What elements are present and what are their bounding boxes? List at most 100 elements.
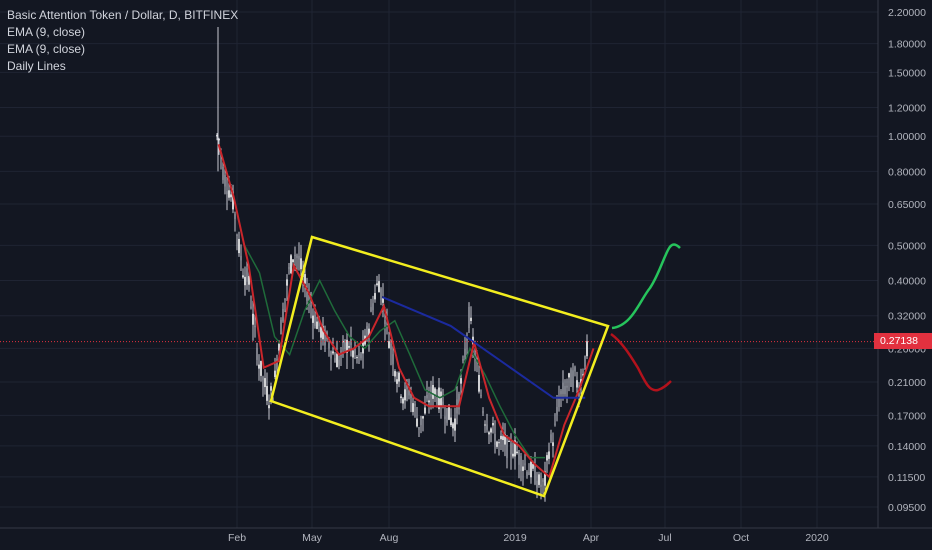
candle-body xyxy=(382,297,384,303)
candle-body xyxy=(334,358,336,363)
candle-body xyxy=(372,303,374,311)
candle-body xyxy=(432,385,434,399)
candle-body xyxy=(298,255,300,260)
candle-body xyxy=(260,360,262,376)
candle-body xyxy=(274,370,276,377)
candle-body xyxy=(586,341,588,357)
candle-body xyxy=(264,378,266,388)
candle-body xyxy=(554,423,556,425)
candle-body xyxy=(400,396,402,398)
candle-body xyxy=(402,398,404,404)
candle-body xyxy=(378,281,380,293)
candle-body xyxy=(384,320,386,324)
candle-body xyxy=(486,424,488,430)
candle-body xyxy=(366,326,368,338)
candle-body xyxy=(216,134,218,137)
ema-red-line xyxy=(217,144,595,479)
candle-body xyxy=(344,340,346,350)
y-tick-label: 0.65000 xyxy=(888,199,926,211)
chart-legend: Basic Attention Token / Dollar, D, BITFI… xyxy=(7,7,238,75)
x-tick-label: May xyxy=(302,532,323,544)
bullish-projection xyxy=(611,243,681,330)
candle-body xyxy=(572,370,574,388)
candle-body xyxy=(348,346,350,348)
candle-body xyxy=(458,393,460,410)
candle-body xyxy=(266,386,268,401)
candle-body xyxy=(270,386,272,391)
y-tick-label: 1.20000 xyxy=(888,102,926,114)
candle-body xyxy=(522,466,524,471)
candle-body xyxy=(246,268,248,282)
candle-body xyxy=(542,479,544,482)
candle-body xyxy=(550,434,552,441)
candle-body xyxy=(284,298,286,300)
candle-body xyxy=(230,194,232,198)
candle-body xyxy=(518,452,520,465)
candle-body xyxy=(308,294,310,301)
candle-body xyxy=(492,423,494,426)
candle-body xyxy=(300,258,302,270)
candle-body xyxy=(280,319,282,335)
candle-body xyxy=(218,138,220,141)
candle-body xyxy=(412,403,414,412)
candle-body xyxy=(304,274,306,284)
candle-body xyxy=(556,407,558,415)
x-tick-label: Jul xyxy=(658,532,671,544)
candle-body xyxy=(496,441,498,447)
y-tick-label: 0.11500 xyxy=(888,472,925,484)
candle-body xyxy=(544,471,546,486)
candle-body xyxy=(464,349,466,358)
candle-body xyxy=(444,416,446,420)
x-tick-label: 2020 xyxy=(805,532,829,544)
candle-body xyxy=(454,418,456,431)
candle-body xyxy=(478,375,480,392)
candle-body xyxy=(312,315,314,323)
candle-body xyxy=(452,423,454,429)
candle-body xyxy=(584,355,586,367)
candle-body xyxy=(244,276,246,286)
legend-daily-lines: Daily Lines xyxy=(7,59,66,73)
candle-body xyxy=(562,382,564,394)
candle-body xyxy=(426,394,428,399)
candle-body xyxy=(448,404,450,420)
candle-body xyxy=(256,347,258,360)
candle-body xyxy=(290,255,292,274)
candle-body xyxy=(224,175,226,187)
candle-body xyxy=(410,393,412,398)
candle-body xyxy=(462,359,464,361)
candle-body xyxy=(434,388,436,395)
candle-body xyxy=(252,313,254,325)
candle-body xyxy=(534,464,536,485)
candle-body xyxy=(398,372,400,382)
candle-body xyxy=(582,374,584,376)
candle-body xyxy=(502,436,504,441)
candle-body xyxy=(406,384,408,390)
y-tick-label: 1.80000 xyxy=(888,39,926,51)
candle-body xyxy=(530,461,532,478)
candle-body xyxy=(336,353,338,368)
x-tick-label: Feb xyxy=(228,532,246,544)
candle-body xyxy=(420,416,422,426)
candle-body xyxy=(418,427,420,430)
y-tick-label: 0.21000 xyxy=(888,377,926,389)
candle-body xyxy=(330,351,332,359)
candle-body xyxy=(428,400,430,403)
candle-body xyxy=(538,474,540,485)
candle-body xyxy=(500,435,502,440)
candle-body xyxy=(484,424,486,426)
candle-body xyxy=(338,359,340,366)
candle-body xyxy=(286,279,288,286)
candle-body xyxy=(578,393,580,400)
candle-body xyxy=(526,471,528,476)
candle-body xyxy=(404,389,406,401)
candle-body xyxy=(268,405,270,409)
candle-body xyxy=(248,276,250,285)
y-tick-label: 0.17000 xyxy=(888,410,926,422)
candle-body xyxy=(470,317,472,321)
candle-body xyxy=(276,359,278,370)
bearish-projection xyxy=(610,332,672,392)
candle-body xyxy=(374,293,376,300)
candle-body xyxy=(508,440,510,442)
candle-body xyxy=(370,307,372,312)
